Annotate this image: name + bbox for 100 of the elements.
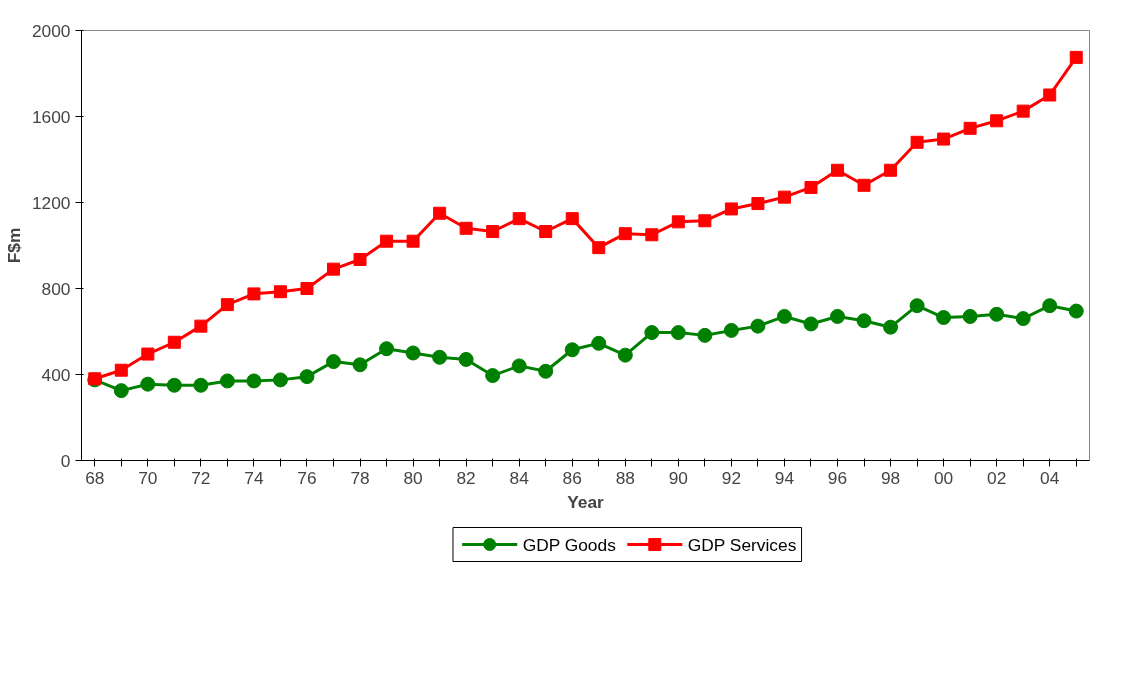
point: [486, 225, 500, 239]
point: [989, 306, 1005, 322]
point: [831, 163, 844, 177]
x-tick-label: 00: [933, 467, 954, 488]
point: [380, 234, 394, 248]
point: [750, 318, 766, 334]
point: [140, 376, 156, 392]
point: [432, 349, 448, 365]
point: [406, 234, 420, 248]
x-tick-label: 90: [668, 467, 688, 488]
point: [193, 377, 209, 393]
point: [167, 335, 181, 349]
point: [433, 206, 447, 220]
legend-label: GDP Services: [687, 534, 797, 555]
point: [777, 190, 791, 204]
point: [776, 308, 792, 324]
point: [617, 347, 633, 363]
point: [698, 214, 712, 228]
point: [884, 163, 898, 177]
point: [458, 351, 474, 367]
point: [856, 313, 872, 329]
x-tick-label: 86: [562, 467, 582, 488]
x-tick-label: 80: [403, 467, 423, 488]
point: [300, 282, 314, 295]
point: [114, 363, 128, 377]
point: [538, 363, 554, 379]
y-axis-title: F$m: [3, 227, 24, 264]
point: [962, 308, 978, 324]
point: [326, 354, 341, 370]
point: [1043, 88, 1057, 102]
point: [1069, 50, 1083, 64]
point: [459, 221, 473, 235]
x-tick-label: 68: [85, 467, 105, 488]
point: [963, 121, 977, 135]
point: [644, 325, 660, 341]
x-tick-label: 70: [138, 467, 158, 488]
x-tick-label: 76: [297, 467, 317, 488]
point: [910, 135, 924, 149]
legend-label: GDP Goods: [522, 534, 617, 555]
y-tick-label: 800: [41, 278, 71, 299]
y-tick-label: 2000: [31, 20, 71, 41]
point: [936, 310, 952, 326]
point: [327, 262, 340, 276]
point: [671, 215, 685, 229]
point: [299, 369, 315, 385]
x-tick-label: 96: [827, 467, 848, 488]
point: [246, 373, 262, 389]
point: [273, 285, 287, 299]
point: [511, 358, 527, 374]
x-tick-label: 88: [615, 467, 635, 488]
point: [405, 345, 421, 361]
point: [645, 228, 659, 242]
point: [670, 325, 686, 341]
point: [1068, 303, 1084, 319]
point: [113, 383, 129, 399]
point: [1015, 311, 1031, 327]
point: [247, 287, 261, 301]
point: [804, 180, 818, 194]
y-tick-label: 0: [60, 450, 71, 471]
point: [564, 342, 580, 358]
x-tick-label: 94: [774, 467, 795, 488]
point: [697, 327, 713, 343]
point: [166, 377, 182, 393]
x-tick-label: 04: [1040, 467, 1060, 488]
point: [1016, 104, 1030, 118]
point: [724, 202, 738, 216]
point: [565, 212, 579, 226]
x-tick-label: 78: [350, 467, 370, 488]
point: [141, 347, 155, 361]
point: [352, 357, 368, 373]
point: [539, 225, 553, 239]
point: [379, 341, 395, 357]
x-tick-label: 92: [721, 467, 742, 488]
y-tick-label: 1600: [31, 106, 71, 127]
x-axis-title: Year: [567, 491, 605, 512]
point: [272, 372, 288, 388]
point: [1042, 298, 1058, 314]
point: [219, 373, 235, 389]
x-tick-label: 98: [880, 467, 901, 488]
point: [512, 212, 526, 226]
point: [803, 316, 819, 332]
y-tick-label: 400: [41, 364, 71, 385]
point: [353, 252, 367, 266]
point: [591, 335, 607, 351]
point: [937, 132, 951, 146]
point: [751, 197, 765, 211]
point: [592, 241, 606, 255]
point: [220, 298, 234, 312]
y-tick-label: 1200: [31, 192, 71, 213]
point: [990, 114, 1004, 128]
point: [485, 368, 501, 384]
x-tick-label: 84: [509, 467, 530, 488]
x-tick-label: 02: [987, 467, 1007, 488]
x-tick-label: 74: [244, 467, 264, 488]
point: [857, 178, 871, 192]
x-tick-label: 82: [456, 467, 476, 488]
point: [830, 308, 845, 324]
point: [883, 319, 899, 335]
point: [909, 298, 925, 314]
point: [723, 322, 739, 338]
